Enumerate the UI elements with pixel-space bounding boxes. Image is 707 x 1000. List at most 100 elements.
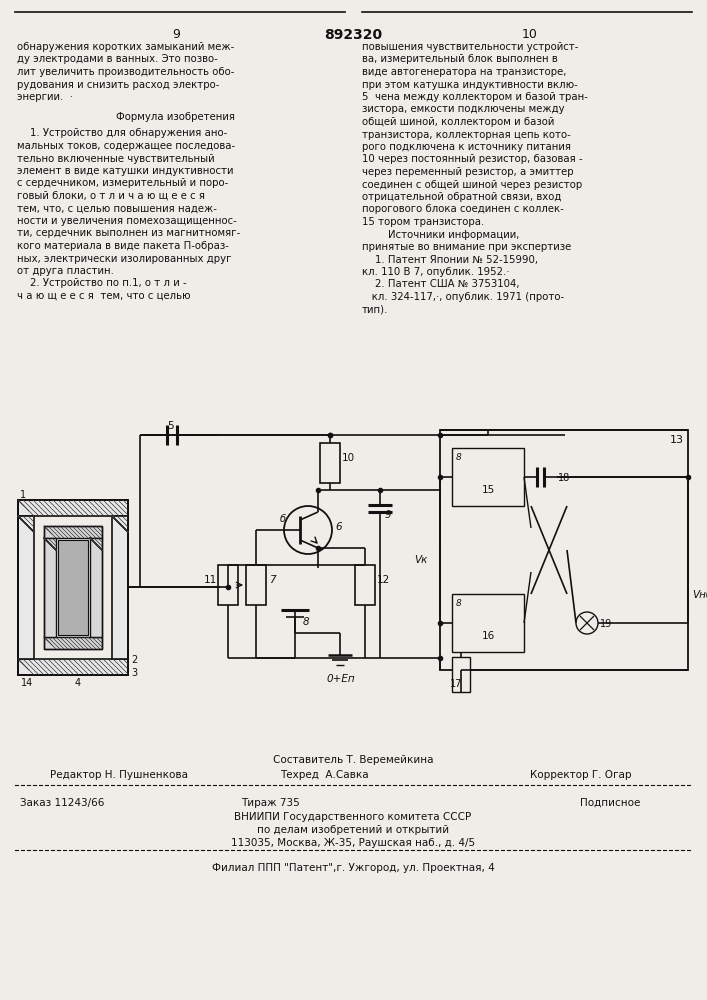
Text: 14: 14	[21, 678, 33, 688]
Text: мальных токов, содержащее последова-: мальных токов, содержащее последова-	[17, 141, 235, 151]
Text: говый блоки, о т л и ч а ю щ е е с я: говый блоки, о т л и ч а ю щ е е с я	[17, 191, 205, 201]
Bar	[355, 565, 375, 605]
Text: ВНИИПИ Государственного комитета СССР: ВНИИПИ Государственного комитета СССР	[235, 812, 472, 822]
Text: обнаружения коротких замыканий меж-: обнаружения коротких замыканий меж-	[17, 42, 234, 52]
Text: ных, электрически изолированных друг: ных, электрически изолированных друг	[17, 253, 231, 263]
Text: 15 тором транзистора.: 15 тором транзистора.	[362, 217, 484, 227]
Bar	[246, 565, 266, 605]
Text: ти, сердечник выполнен из магнитномяг-: ти, сердечник выполнен из магнитномяг-	[17, 229, 240, 238]
Text: 892320: 892320	[324, 28, 382, 42]
Bar	[18, 516, 34, 659]
Text: 1. Устройство для обнаружения ано-: 1. Устройство для обнаружения ано-	[17, 128, 227, 138]
Bar	[44, 538, 56, 637]
Bar	[452, 657, 470, 692]
Text: кл. 324-117,·, опублик. 1971 (прото-: кл. 324-117,·, опублик. 1971 (прото-	[362, 292, 564, 302]
Text: 12: 12	[377, 575, 390, 585]
Text: ч а ю щ е е с я  тем, что с целью: ч а ю щ е е с я тем, что с целью	[17, 291, 190, 301]
Text: Формула изобретения: Формула изобретения	[117, 112, 235, 122]
Text: 113035, Москва, Ж-35, Раушская наб., д. 4/5: 113035, Москва, Ж-35, Раушская наб., д. …	[231, 838, 475, 848]
Text: Vнб: Vнб	[692, 590, 707, 600]
Text: транзистора, коллекторная цепь кото-: транзистора, коллекторная цепь кото-	[362, 129, 571, 139]
Text: 10: 10	[522, 28, 538, 41]
Text: 0+Еп: 0+Еп	[326, 674, 355, 684]
Bar	[58, 540, 88, 635]
Text: зистора, емкости подключены между: зистора, емкости подключены между	[362, 104, 565, 114]
Text: по делам изобретений и открытий: по делам изобретений и открытий	[257, 825, 449, 835]
Bar	[18, 500, 128, 675]
Bar	[18, 500, 128, 516]
Text: принятые во внимание при экспертизе: принятые во внимание при экспертизе	[362, 242, 571, 252]
Text: 8: 8	[303, 617, 310, 627]
Text: 10 через постоянный резистор, базовая -: 10 через постоянный резистор, базовая -	[362, 154, 583, 164]
Text: 5: 5	[167, 421, 174, 431]
Text: лит увеличить производительность обо-: лит увеличить производительность обо-	[17, 67, 235, 77]
Text: Филиал ППП "Патент",г. Ужгород, ул. Проектная, 4: Филиал ППП "Патент",г. Ужгород, ул. Прое…	[211, 863, 494, 873]
Text: Корректор Г. Огар: Корректор Г. Огар	[530, 770, 631, 780]
Text: 19: 19	[600, 619, 612, 629]
Bar	[44, 526, 102, 538]
Text: Подписное: Подписное	[580, 798, 641, 808]
Text: Составитель Т. Веремейкина: Составитель Т. Веремейкина	[273, 755, 433, 765]
Text: 6: 6	[335, 522, 341, 532]
Text: Источники информации,: Источники информации,	[362, 230, 520, 239]
Text: тем, что, с целью повышения надеж-: тем, что, с целью повышения надеж-	[17, 204, 217, 214]
Text: 2. Устройство по п.1, о т л и -: 2. Устройство по п.1, о т л и -	[17, 278, 187, 288]
Text: тельно включенные чувствительный: тельно включенные чувствительный	[17, 153, 215, 163]
Text: 8: 8	[456, 453, 462, 462]
Bar	[452, 448, 524, 506]
Text: Редактор Н. Пушненкова: Редактор Н. Пушненкова	[50, 770, 188, 780]
Bar	[440, 430, 688, 670]
Text: тип).: тип).	[362, 304, 388, 314]
Text: 13: 13	[670, 435, 684, 445]
Text: 10: 10	[342, 453, 355, 463]
Text: общей шиной, коллектором и базой: общей шиной, коллектором и базой	[362, 117, 554, 127]
Text: 18: 18	[558, 473, 571, 483]
Text: 5  чена между коллектором и базой тран-: 5 чена между коллектором и базой тран-	[362, 92, 588, 102]
Text: 9: 9	[172, 28, 180, 41]
Text: элемент в виде катушки индуктивности: элемент в виде катушки индуктивности	[17, 166, 233, 176]
Text: 2. Патент США № 3753104,: 2. Патент США № 3753104,	[362, 279, 520, 290]
Text: 1: 1	[20, 490, 26, 500]
Text: 7: 7	[269, 575, 276, 585]
Text: порогового блока соединен с коллек-: порогового блока соединен с коллек-	[362, 205, 563, 215]
Bar	[452, 594, 524, 652]
Bar	[90, 538, 102, 637]
Text: 15: 15	[481, 485, 495, 495]
Text: ности и увеличения помехозащищеннос-: ности и увеличения помехозащищеннос-	[17, 216, 237, 226]
Text: при этом катушка индуктивности вклю-: при этом катушка индуктивности вклю-	[362, 80, 578, 90]
Text: 4: 4	[75, 678, 81, 688]
Text: Vк: Vк	[414, 555, 427, 565]
Text: 16: 16	[481, 631, 495, 641]
Text: отрицательной обратной связи, вход: отрицательной обратной связи, вход	[362, 192, 561, 202]
Bar	[44, 526, 102, 649]
Bar	[320, 443, 340, 483]
Text: 17: 17	[450, 679, 462, 689]
Text: виде автогенератора на транзисторе,: виде автогенератора на транзисторе,	[362, 67, 566, 77]
Text: 1. Патент Японии № 52-15990,: 1. Патент Японии № 52-15990,	[362, 254, 538, 264]
Text: б: б	[280, 514, 286, 524]
Text: 2: 2	[131, 655, 137, 665]
Text: от друга пластин.: от друга пластин.	[17, 266, 114, 276]
Text: рого подключена к источнику питания: рого подключена к источнику питания	[362, 142, 571, 152]
Text: соединен с общей шиной через резистор: соединен с общей шиной через резистор	[362, 180, 583, 190]
Text: кого материала в виде пакета П-образ-: кого материала в виде пакета П-образ-	[17, 241, 229, 251]
Text: ва, измерительный блок выполнен в: ва, измерительный блок выполнен в	[362, 54, 558, 64]
Text: повышения чувствительности устройст-: повышения чувствительности устройст-	[362, 42, 578, 52]
Text: 8: 8	[456, 599, 462, 608]
Bar	[112, 516, 128, 659]
Text: с сердечником, измерительный и поро-: с сердечником, измерительный и поро-	[17, 178, 228, 188]
Text: через переменный резистор, а эмиттер: через переменный резистор, а эмиттер	[362, 167, 573, 177]
Text: Заказ 11243/66: Заказ 11243/66	[20, 798, 105, 808]
Bar	[18, 659, 128, 675]
Bar	[218, 565, 238, 605]
Text: 9: 9	[385, 510, 392, 520]
Text: кл. 110 В 7, опублик. 1952.·: кл. 110 В 7, опублик. 1952.·	[362, 267, 510, 277]
Text: энергии.  ·: энергии. ·	[17, 92, 73, 102]
Text: 11: 11	[204, 575, 217, 585]
Bar	[44, 637, 102, 649]
Text: рудования и снизить расход электро-: рудования и снизить расход электро-	[17, 80, 219, 90]
Text: Техред  А.Савка: Техред А.Савка	[280, 770, 368, 780]
Text: Тираж 735: Тираж 735	[240, 798, 299, 808]
Text: ду электродами в ванных. Это позво-: ду электродами в ванных. Это позво-	[17, 54, 218, 64]
Text: 3: 3	[131, 668, 137, 678]
